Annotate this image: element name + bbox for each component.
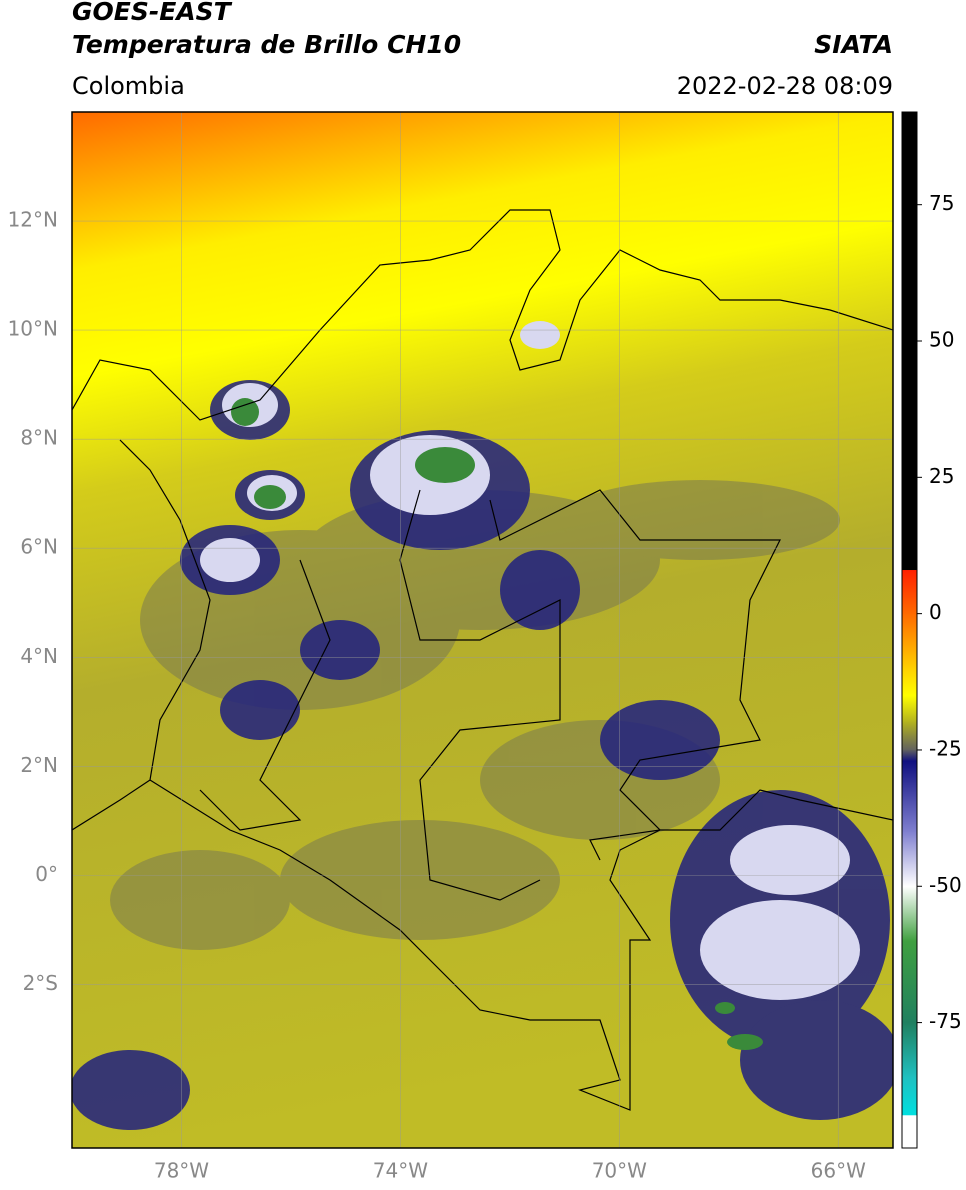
y-tick-label: 6°N bbox=[20, 535, 58, 559]
y-tick-label: 2°S bbox=[23, 971, 58, 995]
x-tick-label: 74°W bbox=[373, 1159, 428, 1183]
x-tick-label: 70°W bbox=[592, 1159, 647, 1183]
colorbar-segment bbox=[902, 940, 917, 1024]
colorbar-segment bbox=[902, 722, 917, 751]
colorbar-segment bbox=[902, 1077, 917, 1116]
colorbar-segment bbox=[902, 831, 917, 887]
x-tick-label: 66°W bbox=[811, 1159, 866, 1183]
colorbar-frame bbox=[901, 111, 918, 1149]
colorbar-segment bbox=[902, 760, 917, 833]
colorbar-tick-label: 0 bbox=[929, 600, 942, 624]
x-tick-label: 78°W bbox=[154, 1159, 209, 1183]
title: GOES-EAST bbox=[72, 0, 233, 26]
graticule bbox=[72, 112, 893, 1148]
colorbar-tick-label: 75 bbox=[929, 191, 954, 215]
map-frame bbox=[71, 111, 894, 1149]
colorbar-segment bbox=[902, 749, 917, 762]
colorbar-segment bbox=[902, 570, 917, 615]
y-tick-label: 12°N bbox=[8, 208, 58, 232]
colorbar-segment bbox=[902, 1115, 917, 1149]
datetime: 2022-02-28 08:09 bbox=[677, 72, 893, 100]
y-tick-label: 0° bbox=[35, 862, 58, 886]
colorbar-tick-label: 50 bbox=[929, 328, 954, 352]
colorbar-tick-label: -25 bbox=[929, 736, 962, 760]
y-tick-label: 2°N bbox=[20, 753, 58, 777]
colorbar-tick-label: -75 bbox=[929, 1009, 962, 1033]
y-tick-label: 10°N bbox=[8, 317, 58, 341]
colorbar bbox=[902, 112, 917, 1149]
colorbar-segment bbox=[902, 613, 917, 669]
colorbar-segment bbox=[902, 1022, 917, 1078]
colorbar-segment bbox=[902, 695, 917, 724]
subtitle: Temperatura de Brillo CH10 bbox=[72, 30, 461, 59]
colorbar-segment bbox=[902, 668, 917, 696]
satellite-image bbox=[72, 112, 893, 1148]
colorbar-segment bbox=[902, 886, 917, 942]
y-tick-label: 4°N bbox=[20, 644, 58, 668]
y-tick-label: 8°N bbox=[20, 426, 58, 450]
colorbar-tick-label: 25 bbox=[929, 464, 954, 488]
region: Colombia bbox=[72, 72, 185, 100]
colorbar-tick-label: -50 bbox=[929, 873, 962, 897]
colorbar-segment bbox=[902, 112, 917, 571]
source: SIATA bbox=[814, 30, 893, 59]
